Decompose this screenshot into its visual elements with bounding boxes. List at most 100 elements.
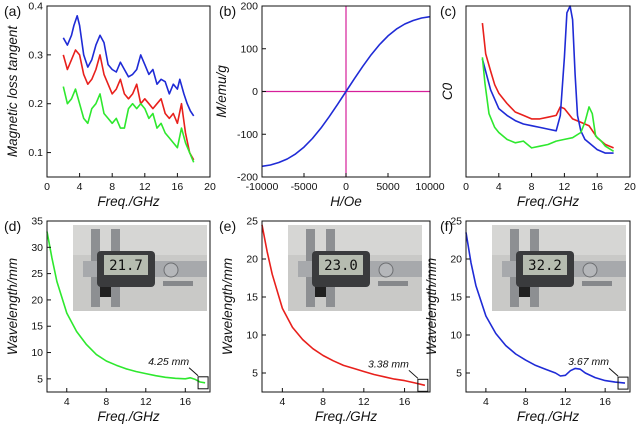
x-tick-label: 8 [529, 181, 535, 193]
x-tick-label: 4 [77, 181, 83, 193]
axes-frame [46, 220, 211, 393]
y-tick-label: 0.3 [28, 49, 43, 61]
x-tick-label: -5000 [291, 181, 318, 193]
x-tick-label: 10000 [415, 181, 444, 193]
x-tick-label: 12 [140, 396, 152, 408]
annotation-label: 3.38 mm [368, 358, 409, 370]
panel-label: (e) [219, 218, 236, 234]
y-tick-label: 0.2 [28, 98, 43, 110]
annotation-arrow [608, 367, 619, 377]
x-tick-label: 5000 [376, 181, 400, 193]
panel-label: (f) [440, 218, 453, 234]
series-line-M-H-loop [261, 15, 431, 168]
annotation-box [617, 376, 629, 390]
x-tick-label: 8 [523, 396, 529, 408]
y-axis-label: Wavelength/mm [220, 258, 235, 355]
x-tick-label: 0 [463, 181, 469, 193]
annotation-label: 3.67 mm [568, 356, 609, 368]
x-tick-label: 16 [599, 396, 611, 408]
x-tick-label: 4 [279, 396, 285, 408]
axes-frame [261, 220, 431, 393]
panel-label: (b) [219, 3, 236, 19]
y-tick-label: 0.4 [28, 1, 43, 13]
y-axis-label: Magnetic loss tangent [5, 25, 20, 158]
panel-label: (c) [440, 3, 456, 19]
x-axis-label: Freq./GHz [97, 409, 160, 424]
panel-label: (d) [4, 218, 21, 234]
y-axis-label: C0 [440, 82, 455, 100]
y-tick-label: 5 [37, 373, 43, 385]
y-tick-label: 35 [31, 216, 43, 228]
x-tick-label: 12 [560, 396, 572, 408]
x-tick-label: 4 [496, 181, 502, 193]
series-line-blue [481, 5, 614, 154]
caliper-thumbwheel [163, 262, 179, 278]
panel-e: 23.0 3.38 mm 4 8 12 16 5 10 15 20 25 Freq./GHz Wavel… [219, 216, 431, 424]
x-axis-label: Freq./GHz [315, 409, 378, 424]
panel-label: (a) [4, 3, 21, 19]
y-tick-label: 15 [450, 292, 462, 304]
annotation-label: 4.25 mm [148, 356, 189, 368]
axes-frame [465, 5, 631, 178]
y-axis-label: M/emu/g [214, 65, 229, 118]
axes-frame [465, 220, 631, 393]
x-tick-label: 8 [109, 181, 115, 193]
caliper-reading: 32.2 [528, 258, 562, 274]
x-tick-label: 12 [559, 181, 571, 193]
panel-f: 32.2 3.67 mm 4 8 12 16 5 10 15 20 25 Freq./GHz Wavel… [424, 216, 631, 424]
x-axis-label: Freq./GHz [517, 409, 580, 424]
y-tick-label: 20 [31, 294, 43, 306]
axes-frame [46, 5, 211, 178]
series-line-green [481, 57, 615, 152]
x-tick-label: 20 [204, 181, 216, 193]
x-tick-label: 0 [343, 181, 349, 193]
y-tick-label: 10 [450, 330, 462, 342]
x-tick-label: 12 [358, 396, 370, 408]
panel-a: 0 4 8 12 16 20 0.1 0.2 0.3 0.4 Freq./GHz Magnetic l… [4, 1, 216, 210]
y-tick-label: -200 [237, 172, 258, 184]
series-line-blue [62, 15, 195, 117]
caliper-reading: 21.7 [109, 258, 143, 274]
x-tick-label: 16 [399, 396, 411, 408]
y-tick-label: 15 [246, 292, 258, 304]
x-tick-label: 16 [172, 181, 184, 193]
caliper-display [523, 255, 567, 275]
series-line-blue [465, 232, 626, 384]
y-tick-label: 10 [246, 330, 258, 342]
annotation-box [197, 376, 209, 390]
y-tick-label: -100 [237, 129, 258, 141]
x-tick-label: -10000 [246, 181, 279, 193]
x-axis-label: Freq./GHz [517, 194, 580, 209]
y-tick-label: 0.1 [28, 147, 43, 159]
series-line-red [481, 23, 614, 149]
x-tick-label: 4 [483, 396, 489, 408]
x-tick-label: 20 [624, 181, 636, 193]
x-tick-label: 0 [44, 181, 50, 193]
x-axis-label: H/Oe [330, 194, 362, 209]
caliper-thumbwheel [378, 262, 394, 278]
annotation-arrow [188, 367, 199, 377]
series-line-green [62, 86, 195, 163]
y-axis-label: Wavelength/mm [5, 258, 20, 355]
panel-d: 21.7 4.25 mm 4 8 12 16 5 10 15 20 25 30 35 Freq./GHz W… [4, 216, 211, 424]
y-tick-label: 30 [31, 242, 43, 254]
caliper-display [319, 255, 363, 275]
y-tick-label: 5 [252, 368, 258, 380]
y-tick-label: 20 [450, 254, 462, 266]
series-line-red [62, 49, 195, 161]
series-line-red [261, 224, 426, 387]
annotation-arrow [408, 369, 419, 379]
x-tick-label: 16 [591, 181, 603, 193]
y-tick-label: 25 [31, 268, 43, 280]
caliper-depth-rod [582, 281, 612, 286]
y-tick-label: 10 [31, 347, 43, 359]
y-tick-label: 20 [246, 254, 258, 266]
series-line-green [46, 231, 206, 384]
caliper-thumbwheel [582, 262, 598, 278]
y-tick-label: 200 [240, 1, 258, 13]
caliper-reading: 23.0 [324, 258, 358, 274]
x-tick-label: 4 [64, 396, 70, 408]
caliper-display [104, 255, 148, 275]
panel-b: -10000 -5000 0 5000 10000 -200 -100 0 100 200 H/Oe… [214, 1, 445, 210]
